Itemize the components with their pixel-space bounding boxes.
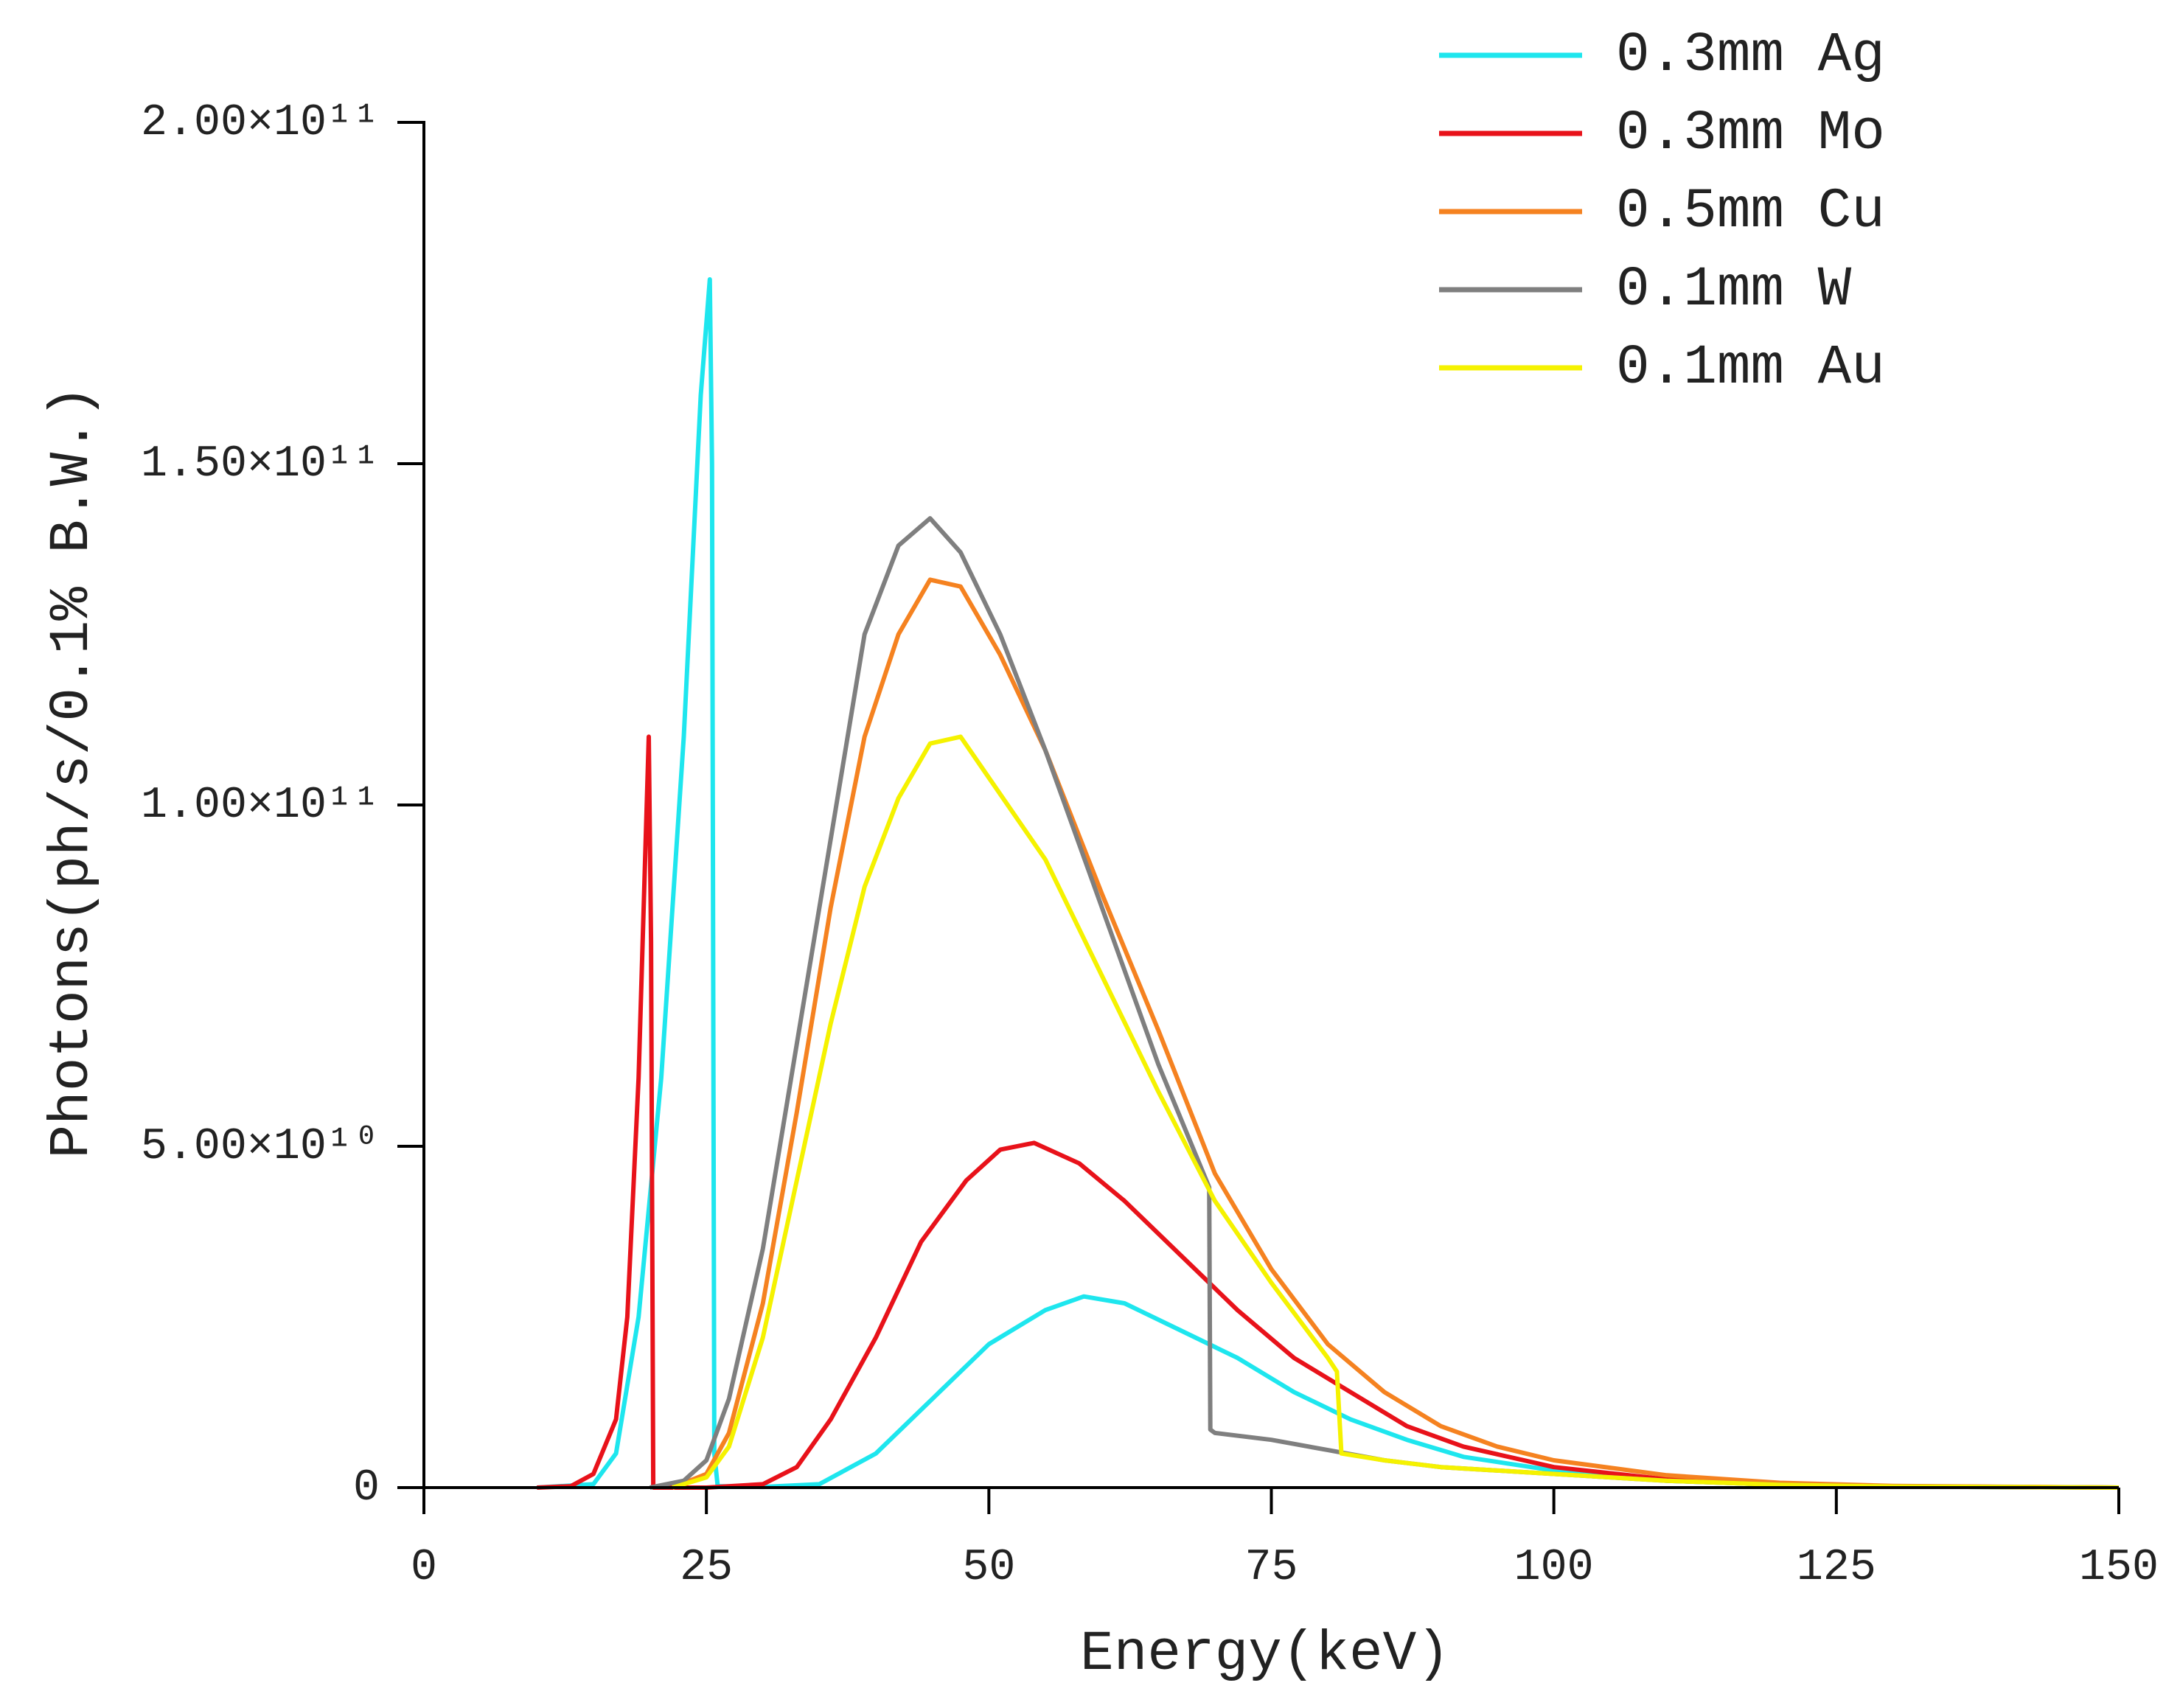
y-tick-label: 2.00×10¹¹	[141, 98, 380, 148]
x-tick-label: 0	[411, 1543, 437, 1593]
x-tick-label: 25	[680, 1543, 733, 1593]
series-line	[672, 734, 2120, 1490]
y-tick-label: 0	[353, 1463, 380, 1513]
legend-label: 0.3mm Ag	[1616, 24, 1885, 87]
legend-label: 0.1mm W	[1616, 258, 1852, 321]
x-tick-label: 150	[2079, 1543, 2159, 1593]
y-tick-label: 1.50×10¹¹	[141, 439, 380, 489]
legend-label: 0.3mm Mo	[1616, 102, 1885, 165]
y-tick-label: 5.00×10¹⁰	[141, 1122, 380, 1172]
x-tick-label: 75	[1244, 1543, 1298, 1593]
x-axis-label: Energy(keV)	[1080, 1622, 1450, 1686]
x-tick-label: 125	[1797, 1543, 1876, 1593]
series-line	[672, 577, 2120, 1490]
legend-label: 0.5mm Cu	[1616, 180, 1885, 243]
series-line	[537, 734, 2120, 1490]
y-tick-label: 1.00×10¹¹	[141, 781, 380, 831]
x-tick-label: 100	[1514, 1543, 1594, 1593]
x-tick-label: 50	[962, 1543, 1015, 1593]
y-axis-label: Photons(ph/s/0.1% B.W.)	[41, 386, 104, 1159]
series-line	[649, 516, 2120, 1490]
legend-label: 0.1mm Au	[1616, 336, 1885, 400]
series-line	[537, 277, 2120, 1490]
